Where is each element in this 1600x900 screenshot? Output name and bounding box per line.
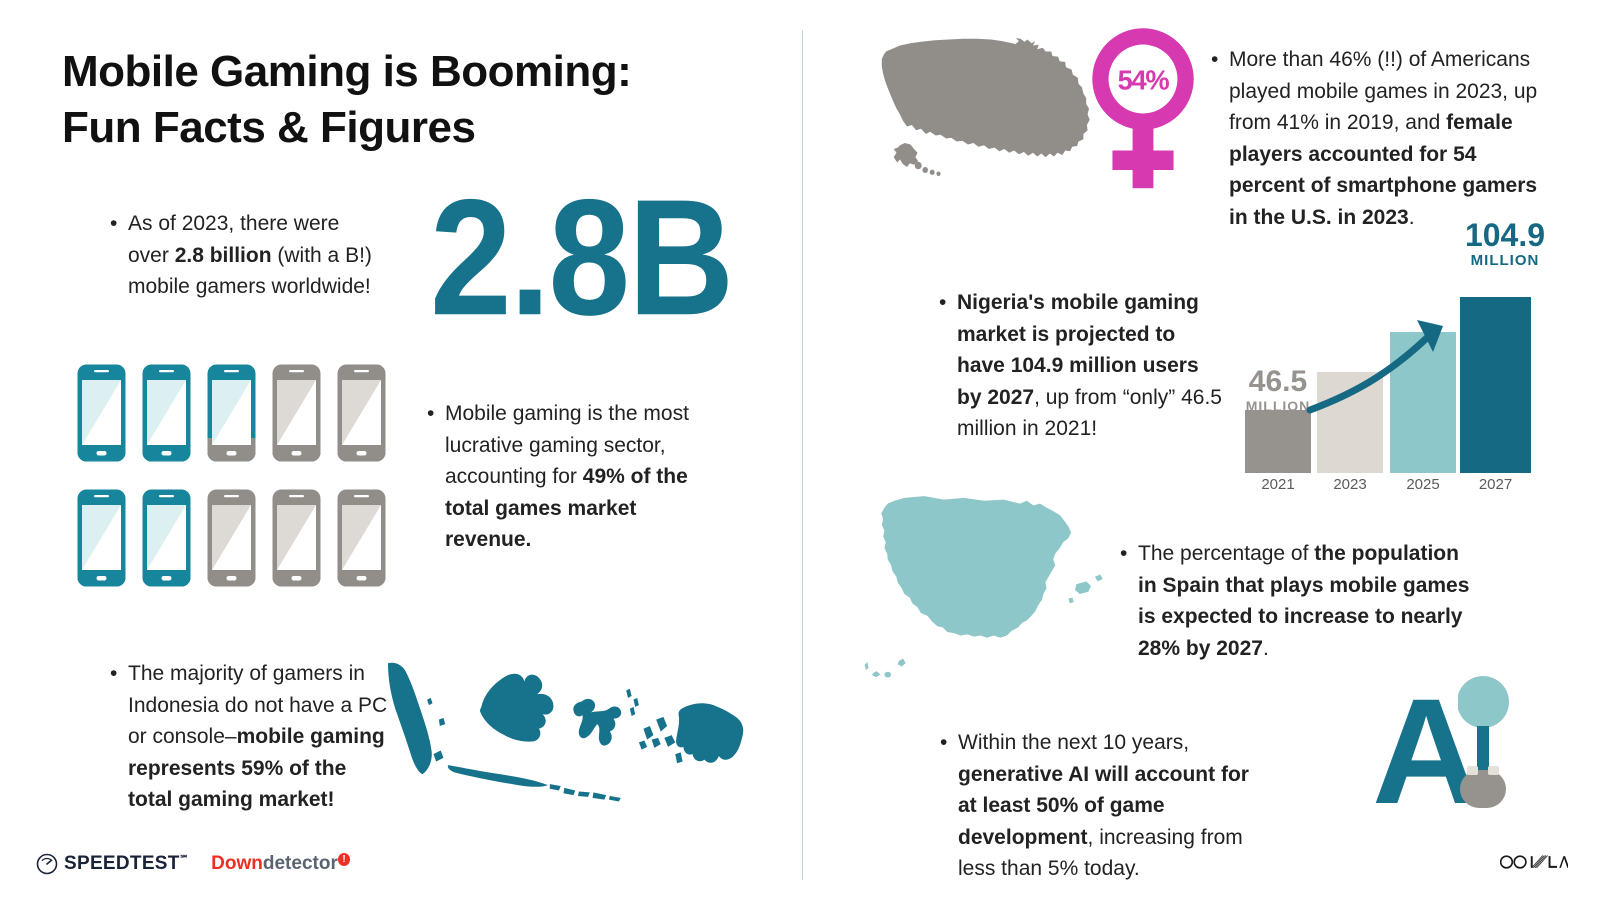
svg-text:54%: 54%	[1118, 64, 1170, 95]
